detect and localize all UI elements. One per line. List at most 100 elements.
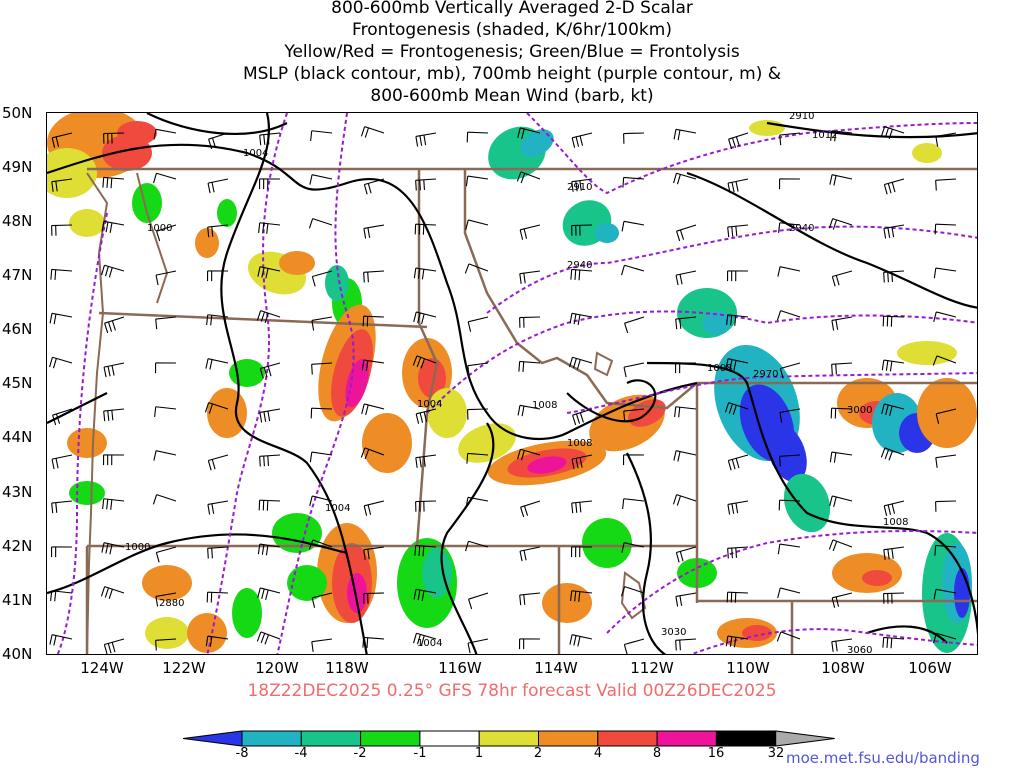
shading-cell (325, 265, 349, 301)
contour-labels: 1004 1012 1000 1004 1008 1008 1004 1008 … (125, 113, 908, 654)
wind-barb (155, 270, 177, 286)
mslp-contour (646, 361, 977, 636)
mslp-label: 1004 (243, 148, 268, 159)
colorbar-segment (656, 730, 717, 747)
wind-barb (675, 592, 697, 607)
wind-barb (51, 224, 73, 236)
wind-barb (101, 264, 125, 278)
wind-barb (311, 592, 333, 608)
shading-cell (562, 200, 612, 246)
colorbar-segment (597, 730, 658, 747)
wind-barb (103, 638, 125, 654)
wind-barb (207, 454, 229, 471)
wind-barb (311, 638, 333, 652)
shading-cell (520, 129, 554, 157)
wind-barb (571, 178, 593, 192)
wind-barb (933, 267, 957, 279)
wind-barb (569, 312, 593, 325)
wind-barb (935, 178, 957, 191)
wind-barb (620, 586, 645, 597)
wind-barb (777, 266, 801, 277)
wind-barb (153, 172, 177, 184)
wind-barb (259, 132, 281, 146)
wind-barb (49, 312, 73, 325)
frontogenesis-shading (47, 113, 977, 653)
wind-barb (50, 268, 73, 280)
lat-label: 48N (2, 212, 33, 230)
wind-barb (361, 359, 385, 371)
wind-barb (883, 270, 905, 283)
mslp-label: 1008 (707, 363, 732, 374)
mslp-contour (766, 121, 977, 139)
wind-barb (51, 178, 73, 192)
shading-cell (187, 613, 227, 653)
wind-barb (883, 224, 905, 239)
wind-barb (880, 447, 905, 461)
wind-barb (519, 592, 541, 606)
shading-cell (488, 126, 546, 180)
wind-barb (465, 219, 489, 230)
wind-barb (623, 362, 645, 378)
frontogenesis-map: 1004 1012 1000 1004 1008 1008 1004 1008 … (47, 113, 977, 654)
wind-barb (412, 355, 437, 369)
wind-barb (519, 316, 541, 328)
wind-barb (49, 634, 73, 646)
wind-barb (362, 315, 385, 327)
wind-barb (363, 224, 385, 239)
shading-cell (207, 388, 247, 438)
wind-barb (621, 542, 645, 553)
shading-cell (362, 413, 412, 473)
wind-barb (204, 402, 229, 414)
mslp-label: 1008 (532, 400, 557, 411)
wind-barb (257, 587, 281, 600)
shading-cell (703, 311, 731, 335)
mslp-label: 1000 (147, 223, 172, 234)
title-line: 800-600mb Mean Wind (barb, kt) (370, 86, 654, 106)
lat-label: 40N (2, 645, 33, 663)
wind-barb (465, 540, 489, 552)
wind-barb (571, 132, 593, 148)
wind-barb (415, 500, 437, 512)
wind-barb (829, 174, 853, 186)
wind-barb (415, 132, 437, 147)
wind-barb (623, 408, 645, 422)
wind-barb (935, 500, 957, 512)
wind-barb (881, 403, 905, 416)
wind-barb (728, 132, 749, 150)
height-contour (606, 530, 977, 634)
mslp-contour (686, 171, 977, 309)
colorbar (183, 730, 835, 747)
wind-barb (777, 587, 801, 598)
wind-barb (883, 500, 905, 516)
wind-barb (831, 362, 853, 375)
mslp-contour (47, 392, 108, 424)
map-panel: 1004 1012 1000 1004 1008 1008 1004 1008 … (46, 112, 978, 655)
wind-barb (360, 447, 385, 460)
title-line: Frontogenesis (shaded, K/6hr/100km) (352, 20, 672, 40)
height-label: 2910 (789, 113, 814, 122)
wind-barb (102, 454, 125, 466)
credit-link[interactable]: moe.met.fsu.edu/banding (786, 749, 980, 767)
wind-barb (776, 310, 801, 321)
wind-barb (311, 362, 333, 375)
lon-label: 116W (438, 659, 482, 677)
wind-barb (830, 407, 853, 419)
wind-barb (673, 172, 697, 185)
wind-barb (727, 500, 749, 515)
wind-barb (779, 408, 801, 423)
wind-barb (155, 316, 177, 330)
height-label: 2970 (753, 369, 778, 380)
colorbar-label: -4 (294, 746, 308, 761)
wind-barb (103, 362, 125, 378)
shading-cell (345, 358, 369, 408)
wind-barb (256, 631, 281, 645)
wind-barb (361, 403, 385, 415)
wind-barb (156, 224, 177, 242)
shading-cell (458, 423, 516, 463)
colorbar-label: 2 (533, 746, 543, 761)
wind-barb (258, 499, 281, 511)
wind-barb (153, 450, 177, 461)
wind-barb (882, 636, 905, 649)
lat-label: 46N (2, 320, 33, 338)
wind-barb (309, 451, 333, 463)
